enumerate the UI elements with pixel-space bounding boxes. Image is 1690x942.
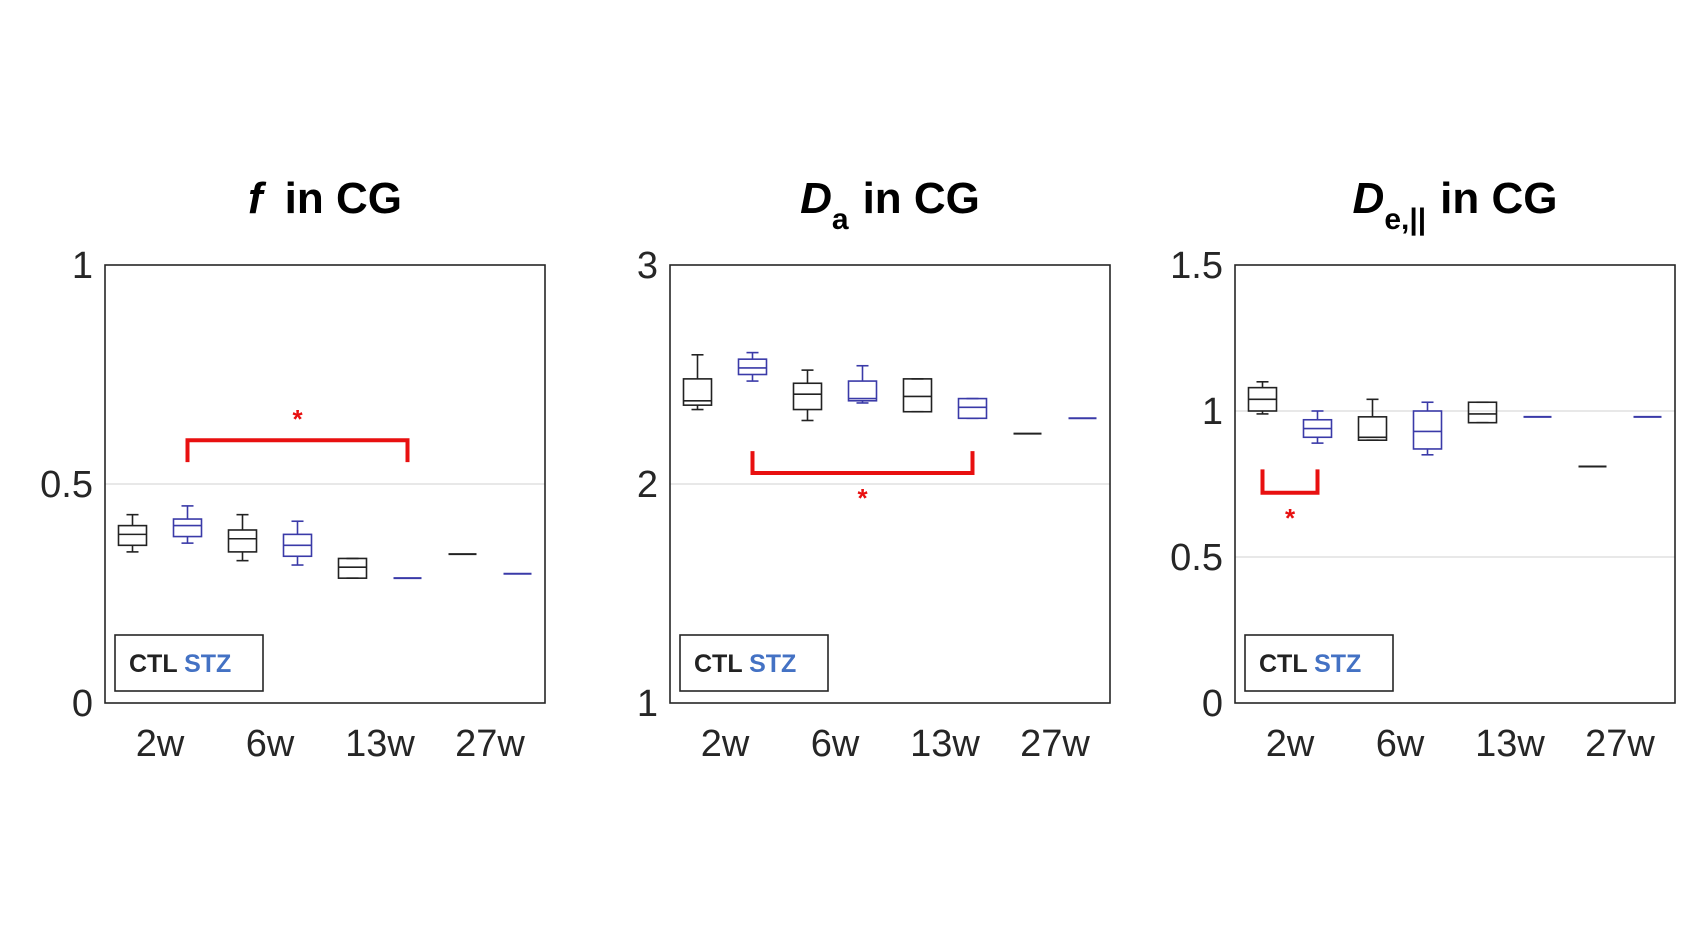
x-tick-label: 13w bbox=[345, 723, 415, 765]
box-stz-2w bbox=[1302, 410, 1333, 444]
legend: CTL STZ bbox=[679, 634, 829, 692]
x-tick-label: 13w bbox=[1475, 723, 1545, 765]
axes-frame bbox=[669, 264, 1111, 704]
legend-ctl-label: CTL bbox=[129, 650, 184, 678]
significance-bracket: * bbox=[750, 451, 975, 513]
chart-title-text: De,|| in CG bbox=[1353, 174, 1558, 236]
box-body bbox=[227, 529, 258, 553]
title-rest: in CG bbox=[285, 174, 402, 223]
box-body bbox=[682, 378, 713, 406]
title-subscript: a bbox=[832, 203, 849, 236]
y-tick-label: 0.5 bbox=[1170, 537, 1223, 579]
chart-panel-1: 0 0.5 1 2w 6w 13w 27w * CTL STZ f in CG bbox=[40, 174, 546, 765]
box-body bbox=[737, 358, 768, 376]
x-tick-label: 27w bbox=[1585, 723, 1655, 765]
box-ctl-2w bbox=[682, 353, 713, 411]
x-tick-label: 6w bbox=[1376, 723, 1425, 765]
title-symbol: D bbox=[800, 174, 832, 223]
x-tick-label: 2w bbox=[136, 723, 185, 765]
legend: CTL STZ bbox=[1244, 634, 1394, 692]
box-body bbox=[172, 518, 203, 538]
significance-star: * bbox=[1285, 503, 1296, 533]
box-body bbox=[847, 380, 878, 402]
y-tick-label: 1.5 bbox=[1170, 245, 1223, 287]
box-stz-6w bbox=[1412, 401, 1443, 456]
legend-stz-label: STZ bbox=[749, 650, 796, 678]
box-ctl-2w bbox=[1247, 380, 1278, 415]
chart-panel-3: 0 0.5 1 1.5 2w 6w 13w 27w * CTL STZ De,|| in CG bbox=[1170, 174, 1676, 765]
box-body bbox=[1412, 410, 1443, 450]
significance-line bbox=[1260, 469, 1320, 495]
y-tick-label: 0 bbox=[1202, 683, 1223, 725]
title-rest: in CG bbox=[1440, 174, 1557, 223]
box-stz-2w bbox=[737, 351, 768, 382]
x-tick-label: 27w bbox=[1020, 723, 1090, 765]
x-tick-label: 2w bbox=[1266, 723, 1315, 765]
box-ctl-6w bbox=[792, 369, 823, 422]
y-tick-label: 2 bbox=[637, 464, 658, 506]
y-tick-label: 3 bbox=[637, 245, 658, 287]
x-tick-label: 13w bbox=[910, 723, 980, 765]
chart-title: f in CG bbox=[248, 174, 402, 223]
y-tick-label: 1 bbox=[72, 245, 93, 287]
chart-title-text: f in CG bbox=[248, 174, 402, 223]
legend-box bbox=[114, 634, 264, 692]
box-stz-6w bbox=[847, 364, 878, 404]
significance-star: * bbox=[857, 483, 868, 513]
box-stz-13w bbox=[957, 397, 988, 420]
box-body bbox=[117, 524, 148, 547]
legend-text: CTL STZ bbox=[1259, 650, 1361, 678]
x-tick-label: 2w bbox=[701, 723, 750, 765]
x-tick-label: 6w bbox=[811, 723, 860, 765]
box-body bbox=[1357, 416, 1388, 441]
legend-stz-label: STZ bbox=[1314, 650, 1361, 678]
y-tick-label: 1 bbox=[1202, 391, 1223, 433]
legend-ctl-label: CTL bbox=[1259, 650, 1314, 678]
box-stz-2w bbox=[172, 505, 203, 544]
title-symbol: D bbox=[1353, 174, 1385, 223]
legend-stz-label: STZ bbox=[184, 650, 231, 678]
box-body bbox=[1467, 401, 1498, 424]
box-body bbox=[337, 557, 368, 579]
title-subscript: e,|| bbox=[1384, 203, 1426, 236]
title-rest: in CG bbox=[863, 174, 980, 223]
title-symbol: f bbox=[248, 174, 267, 223]
box-body bbox=[902, 378, 933, 413]
chart-title: De,|| in CG bbox=[1353, 174, 1558, 236]
axes-frame bbox=[1234, 264, 1676, 704]
box-ctl-2w bbox=[117, 513, 148, 553]
box-ctl-13w bbox=[337, 557, 368, 579]
box-stz-6w bbox=[282, 520, 313, 566]
legend-ctl-label: CTL bbox=[694, 650, 749, 678]
significance-line bbox=[185, 438, 410, 463]
y-tick-label: 0 bbox=[72, 683, 93, 725]
axes-frame bbox=[104, 264, 546, 704]
legend-text: CTL STZ bbox=[129, 650, 231, 678]
chart-title-text: Da in CG bbox=[800, 174, 980, 236]
box-ctl-13w bbox=[1467, 401, 1498, 424]
box-body bbox=[957, 397, 988, 420]
box-ctl-13w bbox=[902, 378, 933, 413]
significance-bracket: * bbox=[185, 404, 410, 463]
box-ctl-6w bbox=[1357, 398, 1388, 442]
chart-panel-2: 1 2 3 2w 6w 13w 27w * CTL STZ Da in CG bbox=[637, 174, 1111, 765]
significance-star: * bbox=[292, 404, 303, 434]
legend-box bbox=[679, 634, 829, 692]
chart-title: Da in CG bbox=[800, 174, 980, 236]
box-ctl-6w bbox=[227, 513, 258, 562]
significance-bracket: * bbox=[1260, 469, 1320, 533]
x-tick-label: 27w bbox=[455, 723, 525, 765]
legend-box bbox=[1244, 634, 1394, 692]
x-tick-label: 6w bbox=[246, 723, 295, 765]
legend-text: CTL STZ bbox=[694, 650, 796, 678]
legend: CTL STZ bbox=[114, 634, 264, 692]
box-body bbox=[792, 382, 823, 411]
significance-line bbox=[750, 451, 975, 476]
y-tick-label: 0.5 bbox=[40, 464, 93, 506]
y-tick-label: 1 bbox=[637, 683, 658, 725]
